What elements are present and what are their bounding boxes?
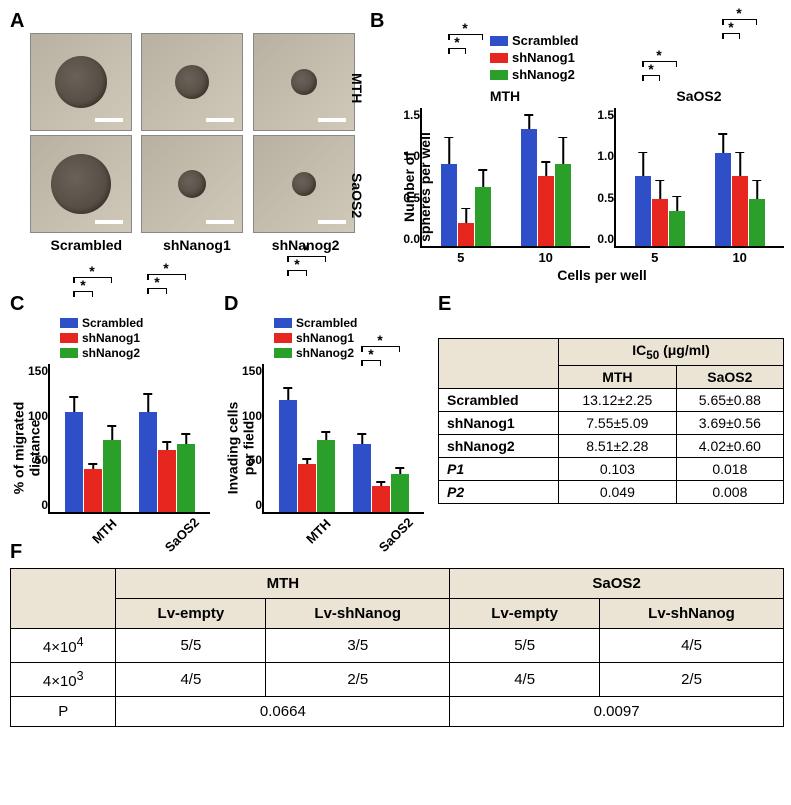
legend-item: Scrambled xyxy=(274,316,424,330)
xlabel-b: Cells per well xyxy=(420,267,784,283)
bar xyxy=(372,486,390,512)
legend-label: shNanog1 xyxy=(82,331,140,345)
bar xyxy=(279,400,297,512)
bar-group: ** xyxy=(139,412,195,512)
bar xyxy=(521,129,537,246)
panel-c: C ScrambledshNanog1shNanog2 % of migrate… xyxy=(10,293,210,531)
panel-c-label: C xyxy=(10,293,24,315)
bar-group: ** xyxy=(279,400,335,512)
bar xyxy=(65,412,83,512)
micro-image xyxy=(141,33,243,131)
row-label-saos2: SaOS2 xyxy=(349,173,365,218)
legend-item: shNanog2 xyxy=(490,67,784,82)
panel-e-label: E xyxy=(438,293,451,315)
legend-label: Scrambled xyxy=(82,316,143,330)
chart-c: 150100500 **** xyxy=(48,364,210,514)
col-shnanog1: shNanog1 xyxy=(163,237,231,253)
bar xyxy=(103,440,121,512)
legend-item: shNanog1 xyxy=(60,331,210,345)
panel-a-label: A xyxy=(10,10,24,32)
subplot-title: SaOS2 xyxy=(614,88,784,104)
bar xyxy=(538,176,554,246)
bar xyxy=(555,164,571,246)
bar xyxy=(458,223,474,246)
legend-label: shNanog1 xyxy=(296,331,354,345)
legend-label: Scrambled xyxy=(296,316,357,330)
legend-label: shNanog1 xyxy=(512,50,575,65)
bar-group: ** xyxy=(65,412,121,512)
legend-label: Scrambled xyxy=(512,33,578,48)
subplot: MTHNumber ofspheres per well1.51.00.50.0… xyxy=(420,88,590,265)
subplot-title: MTH xyxy=(420,88,590,104)
bar xyxy=(749,199,765,246)
bar xyxy=(84,469,102,512)
legend-b: Scrambled shNanog1 shNanog2 xyxy=(490,33,784,82)
subplot: SaOS21.51.00.50.0****510 xyxy=(614,88,784,265)
bar-group: ** xyxy=(635,176,685,246)
table-ic50: IC50 (μg/ml)MTHSaOS2Scrambled13.12±2.255… xyxy=(438,338,784,504)
micro-image xyxy=(30,135,132,233)
col-scrambled: Scrambled xyxy=(51,237,123,253)
bar-group: ** xyxy=(715,153,765,246)
bar xyxy=(298,464,316,512)
legend-d: ScrambledshNanog1shNanog2 xyxy=(274,316,424,360)
panel-d: D ScrambledshNanog1shNanog2 Invading cel… xyxy=(224,293,424,531)
bar xyxy=(732,176,748,246)
bar xyxy=(669,211,685,246)
bar xyxy=(177,444,195,512)
legend-label: shNanog2 xyxy=(82,346,140,360)
legend-item: shNanog2 xyxy=(274,346,424,360)
panel-d-label: D xyxy=(224,293,238,315)
microscopy-grid xyxy=(30,33,360,233)
panel-f-label: F xyxy=(10,541,22,563)
bar-group: ** xyxy=(441,164,491,246)
chart-d: 150100500 **** xyxy=(262,364,424,514)
panel-f: F MTHSaOS2Lv-emptyLv-shNanogLv-emptyLv-s… xyxy=(10,541,784,727)
micro-image xyxy=(253,33,355,131)
micro-image xyxy=(30,33,132,131)
chart-axes: 1.51.00.50.0**** xyxy=(420,108,590,248)
bar xyxy=(158,450,176,512)
bar xyxy=(441,164,457,246)
bar xyxy=(139,412,157,512)
bar xyxy=(635,176,651,246)
legend-item: Scrambled xyxy=(60,316,210,330)
legend-c: ScrambledshNanog1shNanog2 xyxy=(60,316,210,360)
bar xyxy=(652,199,668,246)
bar xyxy=(475,187,491,246)
legend-item: shNanog1 xyxy=(274,331,424,345)
bar xyxy=(317,440,335,512)
row-label-mth: MTH xyxy=(349,73,365,103)
legend-item: shNanog1 xyxy=(490,50,784,65)
panel-b-label: B xyxy=(370,10,384,32)
col-labels-a: Scrambled shNanog1 shNanog2 xyxy=(30,237,360,253)
micro-image xyxy=(141,135,243,233)
panel-b: B Scrambled shNanog1 shNanog2 MTHNumber of… xyxy=(370,10,784,283)
bar xyxy=(353,444,371,512)
micro-image xyxy=(253,135,355,233)
bar xyxy=(391,474,409,512)
panel-e: E IC50 (μg/ml)MTHSaOS2Scrambled13.12±2.2… xyxy=(438,293,784,504)
legend-label: shNanog2 xyxy=(512,67,575,82)
table-tumor: MTHSaOS2Lv-emptyLv-shNanogLv-emptyLv-shN… xyxy=(10,568,784,727)
legend-item: shNanog2 xyxy=(60,346,210,360)
legend-label: shNanog2 xyxy=(296,346,354,360)
bar-group: ** xyxy=(521,129,571,246)
chart-axes: 1.51.00.50.0**** xyxy=(614,108,784,248)
bar xyxy=(715,153,731,246)
bar-group: ** xyxy=(353,444,409,512)
